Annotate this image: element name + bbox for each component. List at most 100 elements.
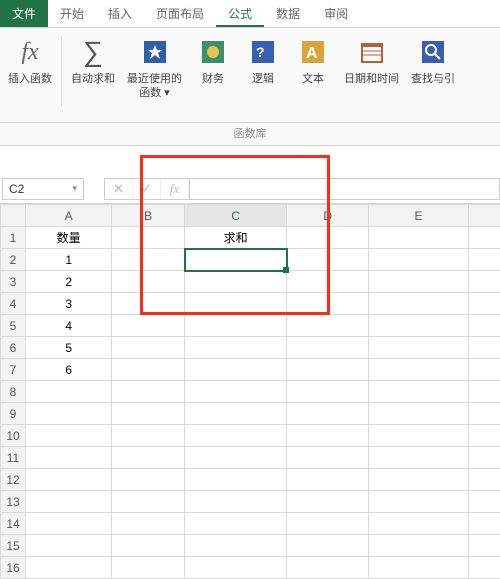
cell[interactable] [112, 315, 185, 337]
cell[interactable] [25, 513, 111, 535]
cell[interactable] [287, 447, 369, 469]
cell[interactable]: 4 [25, 315, 111, 337]
cell[interactable] [112, 293, 185, 315]
cell[interactable] [25, 557, 111, 579]
cell[interactable] [185, 557, 287, 579]
cell[interactable] [287, 293, 369, 315]
col-header-B[interactable]: B [112, 205, 185, 227]
cell[interactable] [369, 491, 469, 513]
cell[interactable] [25, 403, 111, 425]
tab-review[interactable]: 审阅 [312, 0, 360, 27]
cell[interactable] [469, 557, 500, 579]
active-cell[interactable] [185, 249, 287, 271]
name-box[interactable]: C2 ▾ [2, 178, 84, 200]
cell[interactable] [369, 293, 469, 315]
col-header-C[interactable]: C [185, 205, 287, 227]
row-header[interactable]: 12 [1, 469, 26, 491]
tab-data[interactable]: 数据 [264, 0, 312, 27]
cell[interactable] [112, 249, 185, 271]
cell[interactable]: 2 [25, 271, 111, 293]
cell[interactable] [369, 403, 469, 425]
cell[interactable] [185, 447, 287, 469]
tab-formula[interactable]: 公式 [216, 0, 264, 27]
grid[interactable]: A B C D E F 1数量求和 21 32 43 54 65 76 8 9 … [0, 204, 500, 579]
cell[interactable] [469, 293, 500, 315]
name-box-dropdown-icon[interactable]: ▾ [72, 183, 77, 194]
cell[interactable] [369, 337, 469, 359]
cell[interactable] [25, 535, 111, 557]
row-header[interactable]: 13 [1, 491, 26, 513]
cell[interactable] [287, 491, 369, 513]
cell[interactable] [185, 359, 287, 381]
cell[interactable] [287, 271, 369, 293]
row-header[interactable]: 4 [1, 293, 26, 315]
cell[interactable] [185, 469, 287, 491]
cell[interactable]: 求和 [185, 227, 287, 249]
row-header[interactable]: 15 [1, 535, 26, 557]
cell[interactable] [369, 535, 469, 557]
logic-button[interactable]: ? 逻辑 [238, 32, 288, 88]
cell[interactable] [469, 447, 500, 469]
cell[interactable]: 数量 [25, 227, 111, 249]
tab-page-layout[interactable]: 页面布局 [144, 0, 216, 27]
autosum-button[interactable]: ∑ 自动求和 [65, 32, 121, 88]
cell[interactable] [469, 359, 500, 381]
cell[interactable] [25, 469, 111, 491]
cell[interactable] [369, 557, 469, 579]
cell[interactable] [469, 249, 500, 271]
col-header-F[interactable]: F [469, 205, 500, 227]
cell[interactable] [25, 425, 111, 447]
cell[interactable] [469, 535, 500, 557]
row-header[interactable]: 5 [1, 315, 26, 337]
cell[interactable] [469, 513, 500, 535]
cell[interactable] [287, 381, 369, 403]
cell[interactable] [287, 315, 369, 337]
cell[interactable] [185, 293, 287, 315]
cell[interactable] [112, 227, 185, 249]
cell[interactable] [112, 381, 185, 403]
cell[interactable] [112, 359, 185, 381]
cell[interactable] [112, 337, 185, 359]
cell[interactable] [25, 381, 111, 403]
cell[interactable] [469, 403, 500, 425]
cell[interactable] [287, 469, 369, 491]
row-header[interactable]: 14 [1, 513, 26, 535]
cell[interactable] [185, 491, 287, 513]
cell[interactable] [287, 227, 369, 249]
cell[interactable] [287, 337, 369, 359]
cell[interactable] [469, 337, 500, 359]
cell[interactable]: 1 [25, 249, 111, 271]
cell[interactable] [469, 381, 500, 403]
tab-insert[interactable]: 插入 [96, 0, 144, 27]
cell[interactable] [25, 447, 111, 469]
cell[interactable] [185, 513, 287, 535]
row-header[interactable]: 8 [1, 381, 26, 403]
cell[interactable] [469, 227, 500, 249]
cell[interactable] [112, 535, 185, 557]
cell[interactable] [287, 249, 369, 271]
tab-home[interactable]: 开始 [48, 0, 96, 27]
row-header[interactable]: 16 [1, 557, 26, 579]
cancel-formula-button[interactable]: ✕ [105, 179, 133, 199]
text-button[interactable]: A 文本 [288, 32, 338, 88]
cell[interactable] [112, 403, 185, 425]
formula-input[interactable] [190, 178, 500, 200]
cell[interactable] [369, 271, 469, 293]
row-header[interactable]: 1 [1, 227, 26, 249]
cell[interactable] [287, 359, 369, 381]
cell[interactable] [369, 447, 469, 469]
cell[interactable] [112, 469, 185, 491]
row-header[interactable]: 6 [1, 337, 26, 359]
recent-functions-button[interactable]: 最近使用的 函数 ▾ [121, 32, 188, 103]
cell[interactable]: 5 [25, 337, 111, 359]
cell[interactable] [369, 381, 469, 403]
datetime-button[interactable]: 日期和时间 [338, 32, 405, 88]
cell[interactable] [185, 535, 287, 557]
cell[interactable]: 3 [25, 293, 111, 315]
lookup-button[interactable]: 查找与引 [405, 32, 461, 88]
cell[interactable] [185, 403, 287, 425]
row-header[interactable]: 11 [1, 447, 26, 469]
cell[interactable] [112, 425, 185, 447]
cell[interactable] [369, 425, 469, 447]
tab-file[interactable]: 文件 [0, 0, 48, 27]
